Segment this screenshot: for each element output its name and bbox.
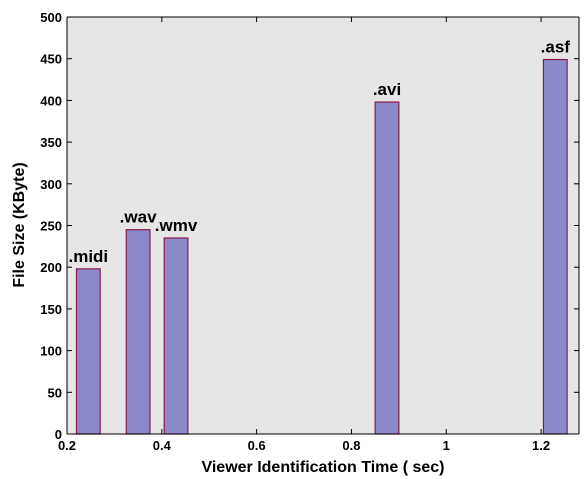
x-tick-label: 0.4 [153, 438, 172, 453]
y-tick-label: 50 [48, 385, 62, 400]
bar-data-label: .wmv [155, 216, 198, 235]
bar [542, 58, 568, 435]
bar [75, 268, 101, 435]
x-tick-label: 0.8 [342, 438, 360, 453]
data-labels-layer: .midi .wav.wmv .avi .asf [68, 38, 570, 266]
x-tick-label: 0.2 [58, 438, 76, 453]
bars-layer [75, 58, 568, 435]
bar-data-label: .wav [120, 208, 157, 227]
ticks-layer: 0 50 100 150 200 250 300 350 400 450 500 0.2 0.4 0.6 0… [40, 10, 579, 453]
y-tick-label: 200 [40, 260, 62, 275]
y-axis-title: File Size (KByte) [11, 162, 28, 287]
y-tick-label: 0 [55, 427, 62, 442]
bar-data-label: .midi [68, 247, 108, 266]
y-tick-label: 250 [40, 219, 62, 234]
plot-area [67, 17, 579, 434]
y-tick-label: 100 [40, 344, 62, 359]
bar [374, 101, 400, 435]
y-tick-label: 150 [40, 302, 62, 317]
y-tick-label: 450 [40, 52, 62, 67]
x-tick-label: 0.6 [248, 438, 266, 453]
x-axis-title: Viewer Identification Time ( sec) [201, 459, 444, 476]
bar [125, 229, 151, 435]
y-tick-label: 400 [40, 93, 62, 108]
y-tick-label: 300 [40, 177, 62, 192]
y-tick-label: 500 [40, 10, 62, 25]
x-tick-label: 1.2 [532, 438, 550, 453]
bar-data-label: .avi [373, 80, 401, 99]
bar [163, 237, 189, 435]
bar-data-label: .asf [541, 38, 571, 57]
y-tick-label: 350 [40, 135, 62, 150]
x-tick-label: 1 [443, 438, 450, 453]
